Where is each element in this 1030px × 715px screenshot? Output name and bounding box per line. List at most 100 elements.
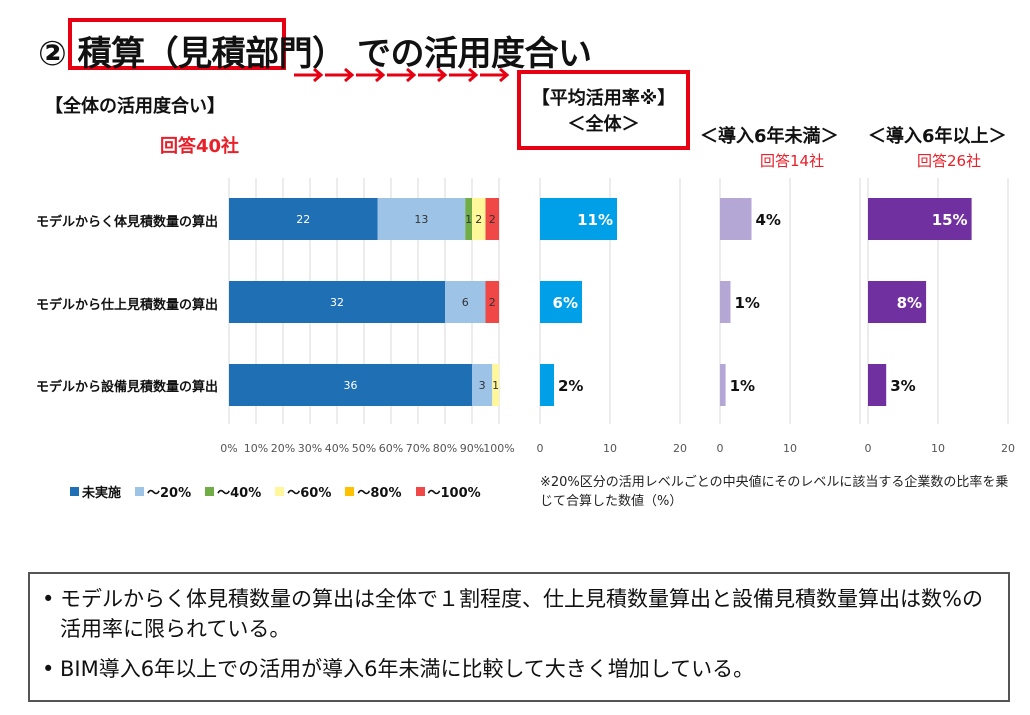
avg-header-line2: ＜全体＞ — [567, 114, 640, 135]
over6-header: ＜導入6年以上＞ — [868, 126, 1007, 147]
data-label: 2% — [558, 377, 583, 395]
summary-bullet-2: • BIM導入6年以上での活用が導入6年未満に比較して大きく増加している。 — [42, 654, 1002, 684]
x-tick-label: 50% — [352, 442, 376, 455]
stacked-bar-segment — [485, 281, 499, 323]
stacked-bar-segment — [229, 281, 445, 323]
data-label: 4% — [756, 211, 781, 229]
legend-label: 未実施 — [82, 486, 122, 501]
stacked-bar-segment — [492, 364, 499, 406]
x-tick-label: 70% — [406, 442, 430, 455]
bullet-1-line1: モデルからく体見積数量の算出は全体で１割程度、仕上見積数量算出と設備見積数量算出… — [60, 587, 983, 611]
data-label: 6 — [462, 296, 469, 309]
bar — [720, 281, 731, 323]
legend-swatch — [135, 487, 145, 496]
legend-label: ～40% — [217, 486, 262, 501]
stacked-bar-segment — [229, 364, 472, 406]
x-tick-label: 10 — [783, 442, 797, 455]
stacked-bar-segment — [229, 198, 378, 240]
data-label: 32 — [330, 296, 344, 309]
x-tick-label: 40% — [325, 442, 349, 455]
data-label: 15% — [932, 211, 968, 229]
category-label: モデルから仕上見積数量の算出 — [35, 298, 218, 313]
x-tick-label: 80% — [433, 442, 457, 455]
data-label: 1% — [730, 377, 755, 395]
x-tick-label: 100% — [483, 442, 514, 455]
charts-area: 0% 10% 20% 30% 40% 50% 60% 70% 80% 90% 100%22 13 1 2 2… — [220, 178, 1015, 455]
bar — [540, 198, 617, 240]
bullet-mark: • — [42, 657, 55, 681]
data-label: 3% — [890, 377, 915, 395]
x-tick-label: 0 — [717, 442, 724, 455]
category-label: モデルから設備見積数量の算出 — [35, 380, 218, 395]
data-label: 1 — [465, 213, 472, 226]
avg-header: 【平均活用率※】 ＜全体＞ — [517, 86, 690, 138]
stacked-bar-segment — [445, 281, 486, 323]
data-label: 13 — [414, 213, 428, 226]
data-label: 8% — [897, 294, 922, 312]
x-tick-label: 10% — [244, 442, 268, 455]
footnote: ※20%区分の活用レベルごとの中央値にそのレベルに該当する企業数の比率を乗じて合… — [540, 475, 1009, 509]
bar — [868, 198, 972, 240]
data-label: 2 — [475, 213, 482, 226]
x-tick-label: 30% — [298, 442, 322, 455]
over6-count: 回答26社 — [917, 152, 982, 170]
under6-count: 回答14社 — [760, 152, 825, 170]
bar — [720, 198, 752, 240]
data-label: 11% — [577, 211, 613, 229]
legend-item: 未実施 — [70, 482, 121, 501]
title-number: ② — [38, 34, 67, 74]
legend-label: ～80% — [357, 486, 402, 501]
arrow-chain — [294, 67, 510, 83]
bullet-2-line1: BIM導入6年以上での活用が導入6年未満に比較して大きく増加している。 — [60, 657, 755, 681]
overall-count: 回答40社 — [160, 136, 240, 157]
overall-header: 【全体の活用度合い】 — [45, 96, 225, 117]
data-label: 36 — [344, 379, 358, 392]
title-boxed-text: 積算（見積部門） — [77, 34, 347, 74]
arrow-head — [499, 67, 510, 83]
legend-label: ～60% — [287, 486, 332, 501]
arrow-head — [437, 67, 448, 83]
data-label: 3 — [479, 379, 486, 392]
stacked-bar-segment — [377, 198, 466, 240]
x-tick-label: 20% — [271, 442, 295, 455]
arrow-head — [468, 67, 479, 83]
legend-label: ～20% — [147, 486, 192, 501]
data-label: 1 — [492, 379, 499, 392]
data-label: 6% — [553, 294, 578, 312]
stacked-bar-segment — [472, 364, 493, 406]
chart-legend: 未実施 ～20% ～40% ～60% ～80% ～100% — [70, 482, 495, 501]
x-tick-label: 20 — [673, 442, 687, 455]
x-tick-label: 20 — [1001, 442, 1015, 455]
page-title: ② 積算（見積部門） での活用度合い — [38, 26, 592, 75]
x-tick-label: 0% — [220, 442, 237, 455]
legend-label: ～100% — [427, 486, 481, 501]
legend-item: ～80% — [345, 482, 402, 501]
bar — [868, 364, 887, 406]
arrow-head — [313, 67, 324, 83]
legend-swatch — [70, 487, 79, 496]
avg-header-line1: 【平均活用率※】 — [531, 88, 676, 109]
legend-item: ～60% — [275, 482, 331, 501]
bar — [540, 281, 582, 323]
avg-highlight-box — [517, 70, 690, 150]
legend-swatch — [205, 487, 215, 496]
legend-item: ～100% — [415, 482, 481, 501]
title-rest-text: での活用度合い — [356, 34, 592, 74]
data-label: 22 — [296, 213, 310, 226]
stacked-bar-segment — [485, 198, 499, 240]
stacked-bar-segment — [472, 198, 486, 240]
x-tick-label: 0 — [865, 442, 872, 455]
summary-box — [28, 572, 1010, 702]
bullet-1-line2: 活用率に限られている。 — [60, 617, 291, 641]
legend-item: ～20% — [135, 482, 191, 501]
x-tick-label: 0 — [537, 442, 544, 455]
stacked-bar-segment — [465, 198, 472, 240]
bar — [868, 281, 927, 323]
data-label: 2 — [489, 213, 496, 226]
x-tick-label: 60% — [379, 442, 403, 455]
bullet-mark: • — [42, 587, 55, 611]
x-tick-label: 10 — [603, 442, 617, 455]
category-label: モデルからく体見積数量の算出 — [35, 215, 218, 230]
bar — [720, 364, 726, 406]
x-tick-label: 10 — [931, 442, 945, 455]
